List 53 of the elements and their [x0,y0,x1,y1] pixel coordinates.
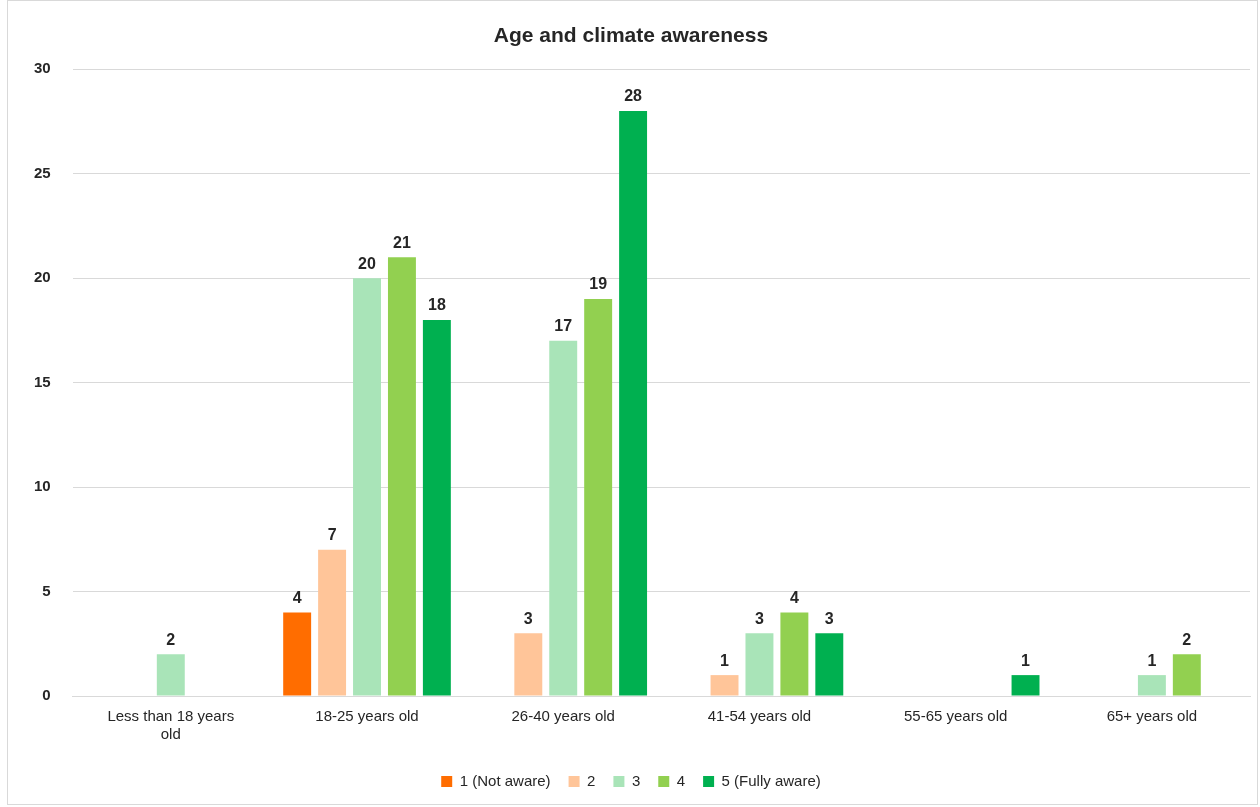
data-label: 3 [755,609,764,627]
bar [1172,654,1201,696]
data-label: 2 [1182,630,1192,648]
bar [514,633,543,696]
data-label: 28 [624,87,643,105]
bar [780,612,809,696]
bar [318,549,347,696]
bar [815,633,844,696]
data-label: 21 [393,233,411,251]
bar [156,654,185,696]
data-label: 19 [589,275,608,293]
bar [1137,675,1166,696]
legend-label: 2 [587,771,596,789]
x-tick-label: Less than 18 years old [107,707,235,743]
bar [283,612,312,696]
chart-title: Age and climate awareness [493,23,769,47]
x-tick-label: 41-54 years old [707,707,812,725]
data-label: 7 [327,526,337,544]
bar [353,278,381,696]
y-tick-label: 15 [34,372,51,390]
y-tick-label: 5 [42,581,51,599]
data-label: 18 [427,296,446,314]
legend-label: 5 (Fully aware) [721,771,821,789]
bar [584,299,613,696]
data-label: 1 [1021,651,1031,669]
legend-label: 1 (Not aware) [459,771,551,789]
data-label: 4 [789,588,799,606]
data-label: 17 [554,317,573,335]
data-label: 1 [1147,651,1157,669]
y-tick-label: 10 [34,477,51,495]
legend-label: 3 [631,771,641,789]
bar [619,110,648,696]
x-tick-label: 65+ years old [1106,707,1198,725]
data-label: 2 [166,630,176,648]
x-tick-label: 18-25 years old [315,707,419,725]
bar [710,675,739,696]
x-tick-label: 55-65 years old [903,707,1008,725]
data-label: 1 [720,651,730,669]
bar [422,319,451,696]
data-label: 20 [358,254,377,272]
x-tick-label: 26-40 years old [511,707,615,725]
bar [745,633,774,696]
legend-label: 4 [676,771,686,789]
bar [549,340,578,696]
y-tick-label: 20 [34,268,51,286]
bar [387,257,416,696]
data-label: 3 [523,609,533,627]
bar [1011,675,1040,696]
y-tick-label: 25 [34,163,51,181]
data-label: 4 [292,588,302,606]
y-tick-label: 30 [34,59,51,77]
y-tick-label: 0 [42,686,51,704]
data-label: 3 [824,609,834,627]
